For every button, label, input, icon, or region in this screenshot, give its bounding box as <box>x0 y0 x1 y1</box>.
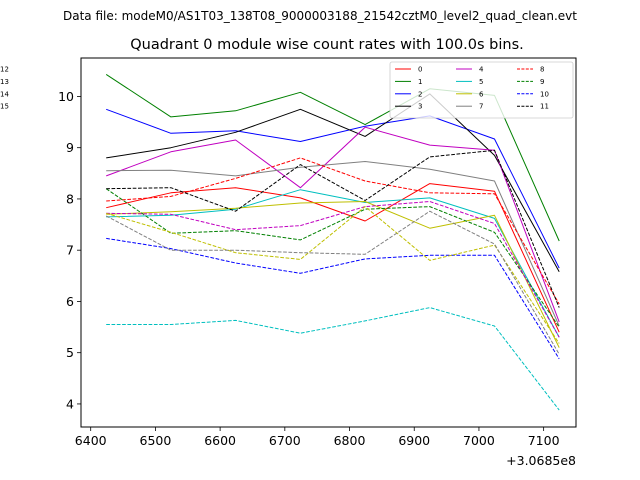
series-line-15 <box>105 210 560 355</box>
legend-label-14: 14 <box>0 90 9 98</box>
series-line-12 <box>106 201 560 338</box>
x-offset-label: +3.0685e8 <box>506 453 576 468</box>
series-line-7 <box>106 161 560 327</box>
chart-title: Quadrant 0 module wise count rates with … <box>130 37 524 53</box>
y-tick-label: 7 <box>66 243 74 258</box>
x-tick-label: 7100 <box>528 433 560 448</box>
legend-label-3: 3 <box>418 103 422 111</box>
legend-label-6: 6 <box>479 90 484 98</box>
y-tick-label: 6 <box>66 294 74 309</box>
legend-label-2: 2 <box>418 90 422 98</box>
legend-label-5: 5 <box>479 78 483 86</box>
figure-suptitle: Data file: modeM0/AS1T03_138T08_90000031… <box>63 9 577 23</box>
x-axis: 6400 6500 6600 6700 6800 6900 7000 7100 <box>75 427 560 448</box>
series-line-6 <box>106 201 560 348</box>
legend-label-13: 13 <box>0 78 9 86</box>
series-line-3 <box>106 93 560 272</box>
y-tick-label: 4 <box>66 396 74 411</box>
series-line-14 <box>106 206 560 344</box>
x-tick-label: 6600 <box>204 433 236 448</box>
series-line-4 <box>106 126 560 323</box>
legend-label-0: 0 <box>418 66 422 74</box>
series-line-5 <box>106 189 560 338</box>
series-layer <box>105 73 560 411</box>
legend-label-15: 15 <box>0 103 9 111</box>
series-line-2 <box>106 108 560 269</box>
x-tick-label: 6400 <box>75 433 107 448</box>
y-tick-label: 10 <box>58 89 74 104</box>
series-line-10 <box>106 237 560 360</box>
y-tick-label: 5 <box>66 345 74 360</box>
legend-box <box>389 61 574 119</box>
y-tick-label: 9 <box>66 140 74 155</box>
legend-label-12: 12 <box>0 66 9 74</box>
legend-label-10: 10 <box>540 90 549 98</box>
x-tick-label: 6500 <box>140 433 172 448</box>
series-line-9 <box>105 188 560 328</box>
legend-label-7: 7 <box>479 103 483 111</box>
plot-frame <box>80 57 577 428</box>
series-line-8 <box>106 157 560 305</box>
legend-label-9: 9 <box>540 78 544 86</box>
series-line-13 <box>106 307 560 411</box>
legend-label-1: 1 <box>418 78 422 86</box>
x-tick-label: 6700 <box>269 433 301 448</box>
y-axis: 4 5 6 7 8 9 10 <box>58 89 81 411</box>
series-line-0 <box>106 183 560 333</box>
legend-label-8: 8 <box>540 66 544 74</box>
legend-label-4: 4 <box>479 66 484 74</box>
series-line-11 <box>106 149 560 308</box>
x-tick-label: 6900 <box>398 433 430 448</box>
y-tick-label: 8 <box>66 191 74 206</box>
legend-label-11: 11 <box>540 103 549 111</box>
x-tick-label: 6800 <box>334 433 366 448</box>
x-tick-label: 7000 <box>463 433 495 448</box>
